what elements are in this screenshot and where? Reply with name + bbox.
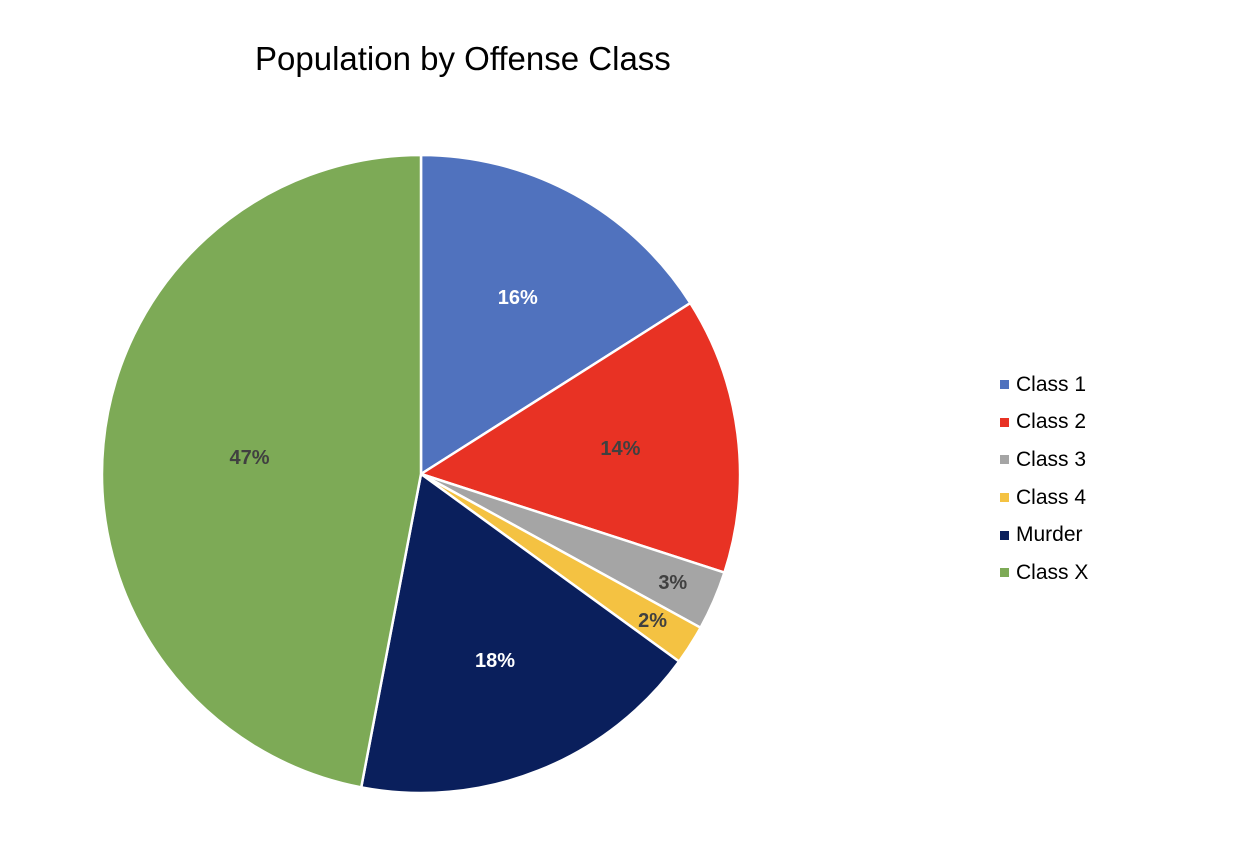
legend-swatch [1000, 455, 1009, 465]
legend-item-murder: Murder [1000, 516, 1200, 554]
legend-swatch [1000, 493, 1009, 503]
legend-item-class-3: Class 3 [1000, 441, 1200, 479]
legend-label: Class X [1016, 560, 1089, 584]
legend-swatch [1000, 380, 1009, 390]
legend-label: Class 2 [1016, 410, 1087, 434]
data-label-class-2: 14% [600, 438, 640, 460]
legend-swatch [1000, 530, 1009, 540]
legend-item-class-2: Class 2 [1000, 404, 1200, 442]
chart-title: Population by Offense Class [255, 40, 671, 77]
pie-slice-class-1 [419, 153, 692, 476]
legend-item-class-1: Class 1 [1000, 366, 1200, 404]
data-label-murder: 18% [475, 650, 515, 672]
data-label-class-3: 3% [658, 572, 687, 594]
data-label-class-1: 16% [498, 287, 538, 309]
legend-item-class-x: Class X [1000, 554, 1200, 592]
legend-label: Class 4 [1016, 485, 1087, 509]
legend: Class 1 Class 2 Class 3 Class 4 Murder Class … [1000, 366, 1200, 592]
data-label-class-4: 2% [638, 610, 667, 632]
pie-slice-class-x [100, 153, 423, 789]
data-label-class-x: 47% [229, 447, 269, 469]
legend-label: Class 3 [1016, 447, 1087, 471]
pie-slice-class-2 [419, 301, 742, 574]
legend-label: Class 1 [1016, 372, 1087, 396]
legend-label: Murder [1016, 523, 1083, 547]
legend-item-class-4: Class 4 [1000, 479, 1200, 517]
legend-swatch [1000, 417, 1009, 427]
pie-slice-murder [359, 472, 681, 795]
legend-swatch [1000, 568, 1009, 578]
